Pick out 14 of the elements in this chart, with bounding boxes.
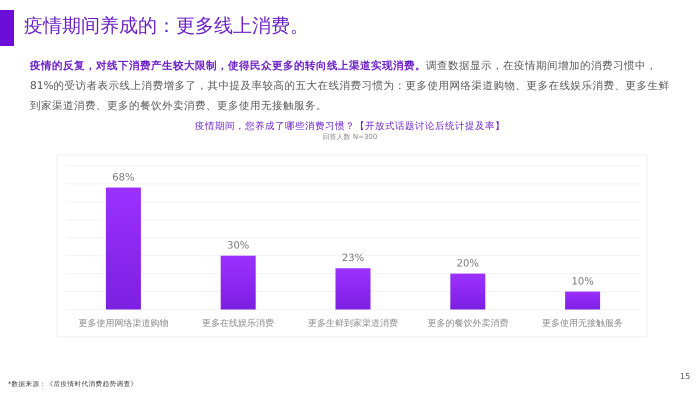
annotation: 疫情期间养成的：更多线上消费。 [24,14,309,39]
data-label: 10% [571,276,594,288]
data-label: 30% [227,240,250,252]
x-tick-label: 更多生鲜到家渠道消费 [308,318,398,329]
x-tick-label: 更多使用无接触服务 [542,318,624,329]
chart-title: 疫情期间，您养成了哪些消费习惯？【开放式话题讨论后统计提及率】 [195,120,505,132]
x-tick-label: 更多的餐饮外卖消费 [427,318,508,329]
data-label: 23% [342,253,364,264]
annotation: 15 [680,372,690,381]
data-label: 20% [456,258,479,270]
data-label: 68% [112,172,135,184]
x-tick-label: 更多在线娱乐消费 [202,318,274,329]
annotation: 疫情的反复，对线下消费产生较大限制，使得民众更多的转向线上渠道实现消费。调查数据显示，在疫情期间增加的消费习惯中，81%的受访者表示线上消费增多了，其中提及率较高的五大在线消费习惯为：更多使用网络渠道购物、更多在线娱乐消费、更多生鲜到家渠道消费、更多的餐饮外卖消费、更多使用无接触服务。 [30,58,671,114]
x-tick-label: 更多使用网络渠道购物 [78,318,168,329]
